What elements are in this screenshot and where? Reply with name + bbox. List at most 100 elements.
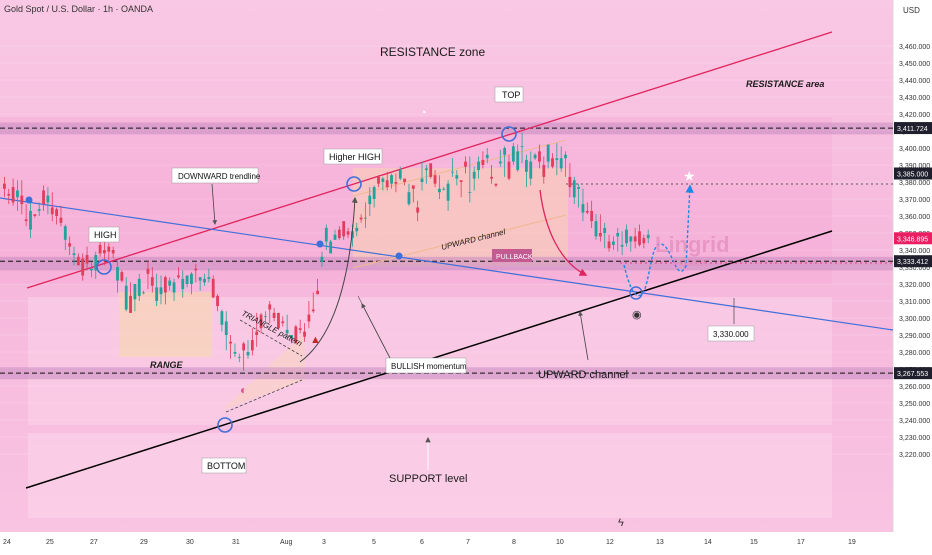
candle-body bbox=[107, 246, 111, 252]
top-marker-circle bbox=[501, 126, 517, 142]
time-tick-label: 15 bbox=[750, 539, 758, 546]
time-tick-label: 5 bbox=[372, 539, 376, 546]
candle-body bbox=[120, 272, 124, 281]
bullish-momentum-label-box bbox=[385, 357, 467, 374]
candle-body bbox=[511, 146, 515, 162]
candle-body bbox=[137, 278, 141, 296]
price-tick-label: 3,450.000 bbox=[899, 61, 930, 68]
downward-trendline[interactable] bbox=[0, 197, 894, 331]
candle-body bbox=[364, 217, 367, 219]
upward-channel-box bbox=[353, 168, 568, 266]
candle-body bbox=[368, 195, 372, 205]
candle-body bbox=[538, 151, 541, 162]
retest-marker-circle bbox=[629, 286, 643, 300]
candle-body bbox=[124, 285, 128, 310]
candle-body bbox=[581, 204, 585, 213]
eye-icon: ◉ bbox=[632, 309, 642, 321]
candle-body bbox=[50, 207, 54, 215]
candle-body bbox=[377, 176, 380, 184]
candle-body bbox=[642, 238, 646, 244]
bullish-momentum-curve bbox=[299, 196, 358, 363]
candle-body bbox=[133, 284, 137, 300]
candle-body bbox=[438, 188, 441, 193]
candle-body bbox=[229, 341, 232, 344]
trendline-pivot-dot bbox=[316, 240, 324, 248]
resistance-zone-fill bbox=[0, 117, 832, 284]
candlesticks bbox=[3, 132, 650, 371]
time-tick-label: 24 bbox=[3, 539, 11, 546]
candle-body bbox=[468, 192, 472, 193]
candle-body bbox=[564, 154, 567, 159]
candle-body bbox=[551, 158, 554, 167]
candle-body bbox=[555, 158, 559, 160]
time-tick-label: 3 bbox=[322, 539, 326, 546]
time-tick-label: 30 bbox=[186, 539, 194, 546]
candle-body bbox=[607, 241, 611, 249]
candle-body bbox=[298, 328, 302, 330]
price-tick-label: 3,300.000 bbox=[899, 316, 930, 323]
candle-body bbox=[242, 343, 246, 351]
label-bullish-momentum: BULLISH momentum bbox=[391, 362, 467, 371]
label-top: TOP bbox=[502, 90, 520, 100]
time-tick-label: 25 bbox=[46, 539, 54, 546]
price-badge bbox=[894, 167, 932, 180]
candle-body bbox=[446, 183, 450, 201]
candle-body bbox=[598, 233, 602, 237]
pullback-label-box bbox=[492, 249, 532, 262]
bullish-momentum-pointer-2 bbox=[357, 295, 391, 359]
price-tick-label: 3,400.000 bbox=[899, 146, 930, 153]
candle-body bbox=[220, 311, 224, 325]
triangle-upper-line bbox=[239, 319, 303, 357]
price-badge-label: 3,346.895 bbox=[897, 236, 928, 243]
time-tick-label: 8 bbox=[512, 539, 516, 546]
price-badge-label: 3,385.000 bbox=[897, 172, 928, 179]
candle-body bbox=[633, 236, 637, 242]
time-tick-label: 12 bbox=[606, 539, 614, 546]
price-badges: 3,411.724 3,385.000 3,346.895 3,333.412 3,26… bbox=[894, 122, 932, 380]
time-tick-label: 17 bbox=[797, 539, 805, 546]
top-label-box bbox=[494, 86, 524, 103]
label-resistance-area: RESISTANCE area bbox=[746, 79, 824, 89]
candle-body bbox=[211, 278, 215, 298]
price-tick-label: 3,280.000 bbox=[899, 350, 930, 357]
time-tick-label: 14 bbox=[704, 539, 712, 546]
candle-body bbox=[481, 159, 485, 165]
candle-body bbox=[498, 161, 502, 164]
time-tick-label: 10 bbox=[556, 539, 564, 546]
projected-path bbox=[623, 184, 694, 297]
candle-body bbox=[451, 171, 454, 173]
high-label-box bbox=[88, 226, 120, 243]
candle-body bbox=[46, 195, 50, 203]
support-zone-fill bbox=[28, 433, 832, 518]
candle-body bbox=[194, 268, 198, 271]
candle-body bbox=[272, 312, 276, 318]
candle-body bbox=[3, 183, 6, 189]
candle-body bbox=[546, 144, 550, 162]
downward-trendline-pointer bbox=[211, 183, 218, 225]
price-tick-label: 3,290.000 bbox=[899, 333, 930, 340]
candle-body bbox=[355, 227, 359, 232]
candle-body bbox=[455, 175, 459, 179]
price-badge-label: 3,333.412 bbox=[897, 259, 928, 266]
label-target: 3,330.000 bbox=[713, 330, 749, 339]
candle-body bbox=[163, 277, 167, 293]
candle-body bbox=[24, 219, 28, 222]
pullback-arrow bbox=[539, 189, 588, 276]
time-tick-label: 31 bbox=[232, 539, 240, 546]
candle-body bbox=[320, 256, 324, 262]
candle-body bbox=[516, 151, 520, 171]
candle-body bbox=[477, 161, 480, 171]
candle-body bbox=[111, 250, 115, 254]
time-axis-background bbox=[0, 532, 893, 550]
candle-body bbox=[398, 170, 402, 179]
candle-body bbox=[76, 256, 80, 266]
red-resistance-trendline[interactable] bbox=[26, 31, 833, 289]
time-axis[interactable]: 24 25 27 29 30 31 Aug 3 5 6 7 8 10 12 13 14 15 17 19 bbox=[3, 539, 856, 546]
resistance-band bbox=[0, 122, 893, 135]
candle-body bbox=[472, 171, 476, 179]
candle-body bbox=[442, 188, 446, 190]
candle-body bbox=[246, 352, 250, 356]
candle-body bbox=[333, 234, 337, 240]
